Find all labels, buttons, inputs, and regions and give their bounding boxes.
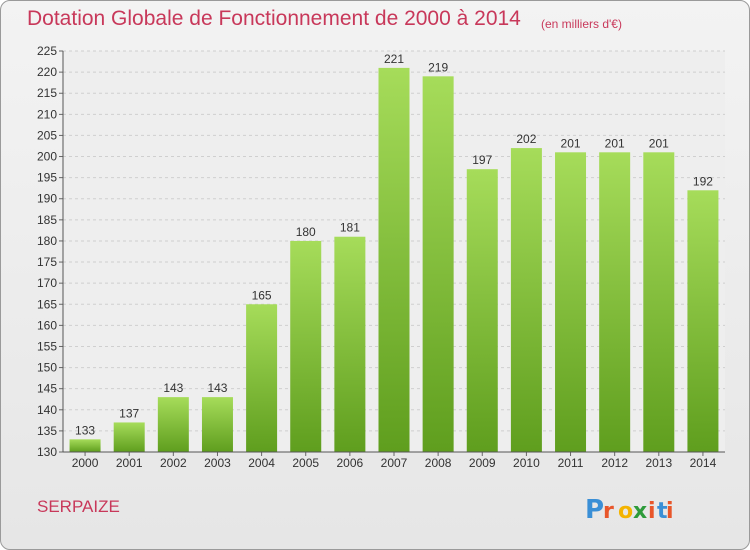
chart-title: Dotation Globale de Fonctionnement de 20…: [27, 7, 521, 30]
bar-2014: [687, 190, 719, 452]
y-tick-label: 180: [37, 234, 57, 248]
x-tick-label-2011: 2011: [558, 456, 584, 470]
x-tick-label-2013: 2013: [645, 456, 672, 470]
bar-2000: [69, 439, 101, 452]
bar-2010: [510, 148, 542, 452]
y-tick-label: 220: [37, 65, 57, 79]
data-label-2006: 181: [340, 221, 360, 235]
data-label-2014: 192: [693, 174, 713, 188]
y-tick-label: 175: [37, 255, 57, 269]
data-label-2009: 197: [472, 153, 492, 167]
bar-2002: [157, 397, 189, 452]
data-label-2013: 201: [649, 136, 669, 150]
bar-2003: [201, 397, 233, 452]
x-tick-label-2003: 2003: [204, 456, 231, 470]
bar-2011: [555, 152, 587, 452]
bar-2004: [246, 304, 278, 452]
brand-letter: t: [657, 499, 668, 524]
x-tick-label-2009: 2009: [469, 456, 496, 470]
y-tick-label: 165: [37, 297, 57, 311]
brand-letter: x: [633, 499, 647, 524]
brand-letter: i: [648, 499, 656, 524]
data-label-2005: 180: [296, 225, 316, 239]
unit-note: (en milliers d'€): [541, 17, 622, 31]
bars: 133 137 143 143 165 180 181 221 219 197 202 201 201 2…: [69, 52, 719, 453]
y-tick-label: 145: [37, 382, 57, 396]
x-tick-label-2007: 2007: [381, 456, 408, 470]
x-tick-label-2005: 2005: [292, 456, 319, 470]
brand-letter: r: [603, 499, 614, 524]
proxiti-logo: Pr o x i ti: [585, 495, 674, 525]
axes: 130 135 140 145 150 155 160 165 170 175 180 185 190 1…: [37, 44, 725, 470]
y-tick-label: 215: [37, 86, 57, 100]
x-tick-label-2006: 2006: [337, 456, 364, 470]
data-label-2002: 143: [163, 381, 183, 395]
y-tick-label: 170: [37, 276, 57, 290]
brand-letter: i: [666, 499, 674, 524]
y-tick-label: 225: [37, 44, 57, 58]
data-label-2004: 165: [252, 288, 272, 302]
y-tick-label: 140: [37, 403, 57, 417]
bar-2001: [113, 422, 145, 452]
y-tick-label: 185: [37, 213, 57, 227]
x-tick-label-2001: 2001: [116, 456, 143, 470]
data-label-2000: 133: [75, 423, 95, 437]
x-tick-label-2004: 2004: [248, 456, 275, 470]
x-tick-label-2014: 2014: [690, 456, 717, 470]
bar-2007: [378, 67, 410, 452]
data-label-2008: 219: [428, 60, 448, 74]
x-tick-label-2002: 2002: [160, 456, 187, 470]
y-tick-label: 155: [37, 339, 57, 353]
x-tick-label-2000: 2000: [72, 456, 99, 470]
y-tick-label: 210: [37, 107, 57, 121]
data-label-2007: 221: [384, 52, 404, 66]
x-tick-label-2012: 2012: [601, 456, 628, 470]
y-tick-label: 160: [37, 318, 57, 332]
bar-2013: [643, 152, 675, 452]
y-tick-label: 130: [37, 445, 57, 459]
bar-2012: [599, 152, 631, 452]
bar-2006: [334, 236, 366, 452]
bar-2009: [466, 169, 498, 453]
commune-name: SERPAIZE: [37, 497, 120, 516]
data-label-2011: 201: [561, 136, 581, 150]
bar-2005: [290, 240, 322, 452]
data-label-2010: 202: [516, 132, 536, 146]
bar-2008: [422, 76, 454, 452]
data-label-2001: 137: [119, 406, 139, 420]
brand-letter: o: [618, 499, 633, 524]
x-tick-label-2010: 2010: [513, 456, 540, 470]
y-tick-label: 200: [37, 150, 57, 164]
x-tick-label-2008: 2008: [425, 456, 452, 470]
brand-letter: P: [585, 495, 604, 525]
y-tick-label: 150: [37, 361, 57, 375]
y-tick-label: 205: [37, 128, 57, 142]
y-tick-label: 190: [37, 192, 57, 206]
data-label-2012: 201: [605, 136, 625, 150]
y-tick-label: 135: [37, 424, 57, 438]
data-label-2003: 143: [207, 381, 227, 395]
y-tick-label: 195: [37, 171, 57, 185]
